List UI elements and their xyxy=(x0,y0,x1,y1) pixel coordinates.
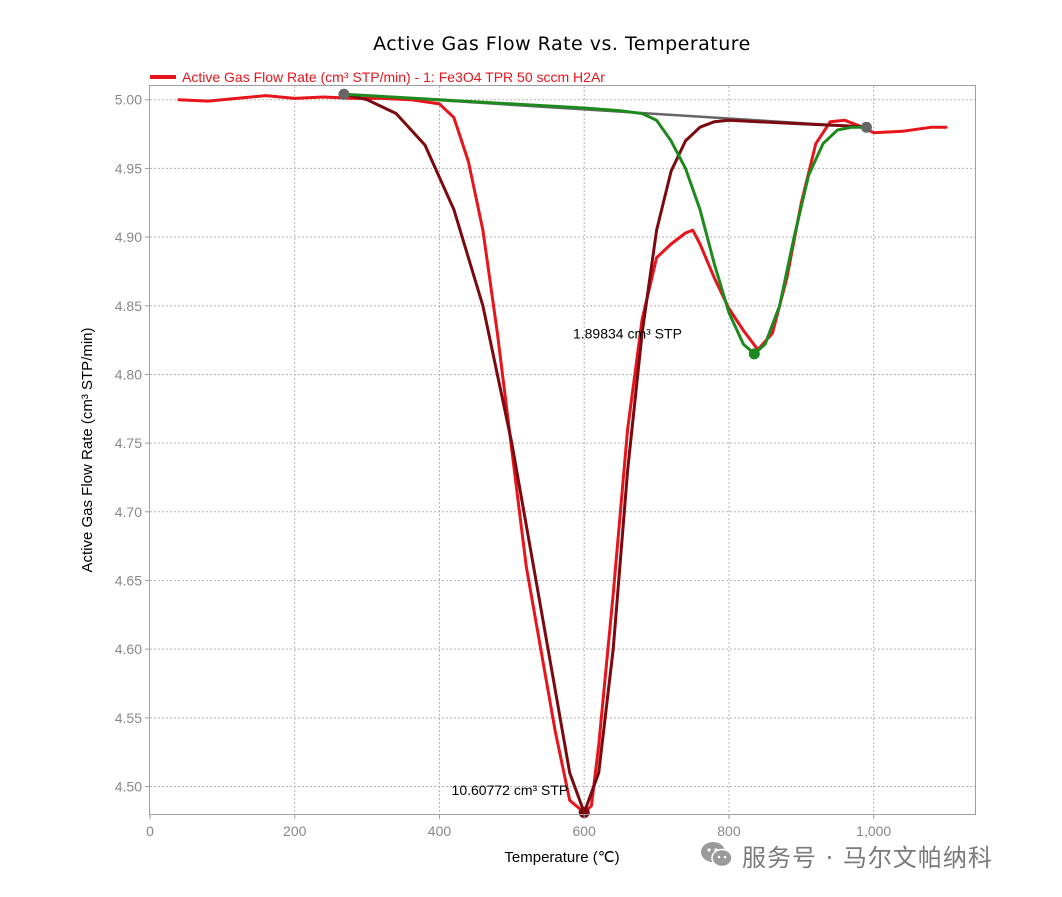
y-tick-label: 4.90 xyxy=(115,229,142,245)
x-ticks: 0 200 400 600 800 1,000 xyxy=(146,814,891,839)
peak-area-label: 1.89834 cm³ STP xyxy=(573,326,682,342)
x-tick-label: 600 xyxy=(573,823,597,839)
x-tick-label: 1,000 xyxy=(856,823,891,839)
watermark: 服务号 · 马尔文帕纳科 xyxy=(700,838,993,872)
peak-area-label: 10.60772 cm³ STP xyxy=(452,782,569,798)
legend-label: Active Gas Flow Rate (cm³ STP/min) - 1: … xyxy=(182,69,605,85)
y-tick-label: 4.75 xyxy=(115,435,142,451)
grid-lines xyxy=(150,86,975,814)
y-tick-label: 4.85 xyxy=(115,298,142,314)
data-marker xyxy=(748,348,760,360)
chart-title: Active Gas Flow Rate vs. Temperature xyxy=(373,33,751,55)
y-tick-label: 4.50 xyxy=(115,779,142,795)
y-tick-label: 4.65 xyxy=(115,572,142,588)
watermark-text: 服务号 · 马尔文帕纳科 xyxy=(742,843,993,872)
y-tick-label: 4.95 xyxy=(115,160,142,176)
annotation-layer: 1.89834 cm³ STP 10.60772 cm³ STP xyxy=(452,326,682,798)
data-marker xyxy=(578,807,590,819)
x-tick-label: 200 xyxy=(283,823,307,839)
y-tick-label: 4.55 xyxy=(115,710,142,726)
y-ticks: 4.50 4.55 4.60 4.65 4.70 4.75 4.80 4.85 4.90 4.95… xyxy=(115,92,150,795)
x-tick-label: 0 xyxy=(146,823,154,839)
series-line-1 xyxy=(342,92,868,815)
legend: Active Gas Flow Rate (cm³ STP/min) - 1: … xyxy=(150,69,605,85)
series-line-0 xyxy=(177,94,948,815)
x-tick-label: 800 xyxy=(717,823,741,839)
y-tick-label: 4.60 xyxy=(115,641,142,657)
series-layer xyxy=(177,92,948,815)
y-tick-label: 4.70 xyxy=(115,504,142,520)
y-tick-label: 4.80 xyxy=(115,366,142,382)
data-marker xyxy=(338,88,350,100)
x-tick-label: 400 xyxy=(428,823,452,839)
series-line-2 xyxy=(342,92,868,356)
y-tick-label: 5.00 xyxy=(115,92,142,108)
wechat-icon xyxy=(701,842,733,868)
data-marker xyxy=(860,121,872,133)
marker-layer xyxy=(338,88,872,819)
y-axis-label: Active Gas Flow Rate (cm³ STP/min) xyxy=(79,327,96,572)
x-axis-label: Temperature (℃) xyxy=(504,849,619,866)
plot-frame xyxy=(149,85,976,815)
